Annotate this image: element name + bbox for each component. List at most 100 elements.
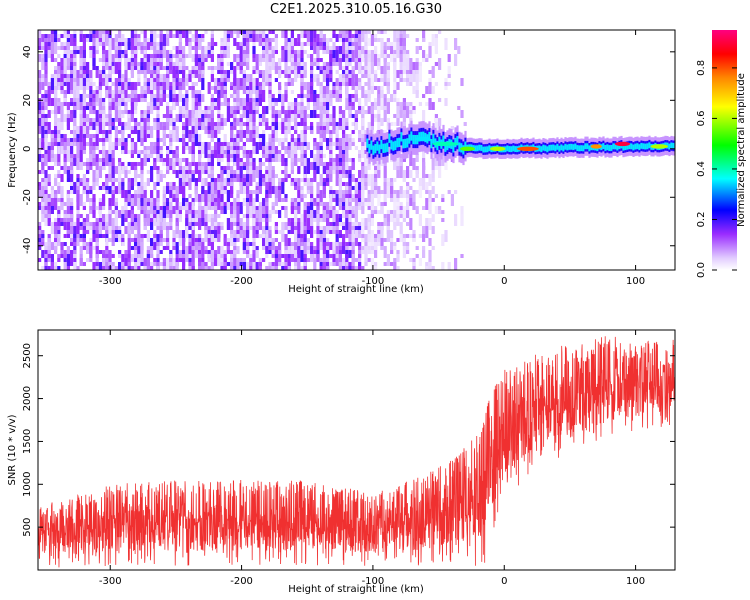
heatmap-cell	[137, 62, 141, 66]
heatmap-cell	[239, 118, 243, 122]
heatmap-cell	[412, 178, 416, 182]
heatmap-cell	[239, 218, 243, 230]
heatmap-cell	[393, 246, 397, 250]
heatmap-cell	[137, 38, 141, 42]
heatmap-cell	[342, 46, 346, 54]
heatmap-cell	[284, 198, 288, 202]
heatmap-cell	[198, 62, 202, 70]
heatmap-cell	[172, 186, 176, 190]
heatmap-cell	[447, 262, 451, 270]
heatmap-cell	[185, 118, 189, 126]
heatmap-cell	[329, 38, 333, 42]
heatmap-cell	[198, 94, 202, 102]
heatmap-cell	[153, 198, 157, 210]
heatmap-cell	[377, 186, 381, 198]
heatmap-cell	[134, 82, 138, 90]
heatmap-cell	[50, 222, 54, 234]
heatmap-cell	[57, 82, 61, 86]
heatmap-cell	[345, 198, 349, 210]
heatmap-cell	[188, 210, 192, 214]
heatmap-cell	[159, 98, 163, 102]
heatmap-cell	[297, 238, 301, 250]
heatmap-cell	[402, 238, 406, 242]
heatmap-cell	[252, 78, 256, 86]
heatmap-cell	[284, 122, 288, 126]
heatmap-cell	[332, 94, 336, 98]
heatmap-cell	[367, 106, 371, 114]
heatmap-cell	[338, 158, 342, 162]
heatmap-cell	[143, 190, 147, 198]
heatmap-cell	[73, 126, 77, 130]
heatmap-cell	[364, 74, 368, 78]
heatmap-cell	[89, 126, 93, 130]
heatmap-cell	[332, 90, 336, 94]
heatmap-cell	[406, 198, 410, 202]
signal-cell	[608, 145, 611, 151]
heatmap-cell	[79, 238, 83, 242]
heatmap-cell	[162, 174, 166, 178]
heatmap-cell	[278, 262, 282, 266]
heatmap-cell	[377, 66, 381, 70]
heatmap-cell	[367, 234, 371, 242]
heatmap-cell	[322, 230, 326, 234]
heatmap-cell	[207, 134, 211, 138]
heatmap-cell	[233, 198, 237, 206]
heatmap-cell	[114, 266, 118, 270]
heatmap-cell	[262, 30, 266, 42]
heatmap-cell	[297, 186, 301, 190]
heatmap-cell	[57, 254, 61, 258]
heatmap-cell	[412, 70, 416, 82]
heatmap-cell	[370, 34, 374, 46]
heatmap-cell	[223, 34, 227, 46]
heatmap-cell	[130, 178, 134, 186]
heatmap-cell	[127, 94, 131, 98]
heatmap-cell	[226, 78, 230, 82]
heatmap-cell	[258, 38, 262, 46]
heatmap-cell	[396, 106, 400, 118]
heatmap-cell	[76, 206, 80, 210]
heatmap-cell	[217, 98, 221, 110]
heatmap-cell	[438, 58, 442, 70]
heatmap-cell	[265, 54, 269, 62]
heatmap-cell	[114, 186, 118, 194]
heatmap-cell	[127, 170, 131, 174]
signal-cell	[454, 137, 457, 148]
heatmap-cell	[338, 106, 342, 114]
heatmap-cell	[50, 150, 54, 154]
heatmap-cell	[383, 162, 387, 166]
heatmap-cell	[287, 226, 291, 230]
heatmap-cell	[38, 138, 42, 150]
heatmap-cell	[290, 70, 294, 74]
heatmap-cell	[310, 110, 314, 118]
heatmap-cell	[204, 230, 208, 242]
heatmap-cell	[329, 62, 333, 66]
heatmap-cell	[447, 54, 451, 62]
heatmap-cell	[226, 106, 230, 110]
heatmap-cell	[127, 246, 131, 250]
heatmap-cell	[172, 206, 176, 214]
heatmap-cell	[399, 62, 403, 74]
heatmap-cell	[54, 266, 58, 270]
heatmap-cell	[102, 34, 106, 42]
heatmap-cell	[198, 118, 202, 122]
heatmap-cell	[255, 230, 259, 234]
heatmap-cell	[428, 190, 432, 202]
heatmap-cell	[207, 82, 211, 94]
signal-cell	[562, 145, 565, 152]
heatmap-cell	[332, 162, 336, 170]
heatmap-cell	[390, 54, 394, 62]
heatmap-cell	[105, 78, 109, 86]
heatmap-cell	[268, 154, 272, 166]
heatmap-cell	[303, 134, 307, 146]
heatmap-cell	[329, 210, 333, 218]
heatmap-cell	[246, 198, 250, 202]
heatmap-cell	[182, 130, 186, 134]
heatmap-cell	[185, 110, 189, 114]
heatmap-cell	[95, 162, 99, 174]
heatmap-cell	[63, 250, 67, 258]
heatmap-cell	[57, 170, 61, 174]
heatmap-cell	[70, 130, 74, 134]
heatmap-cell	[178, 214, 182, 218]
heatmap-cell	[338, 74, 342, 86]
heatmap-cell	[169, 86, 173, 90]
